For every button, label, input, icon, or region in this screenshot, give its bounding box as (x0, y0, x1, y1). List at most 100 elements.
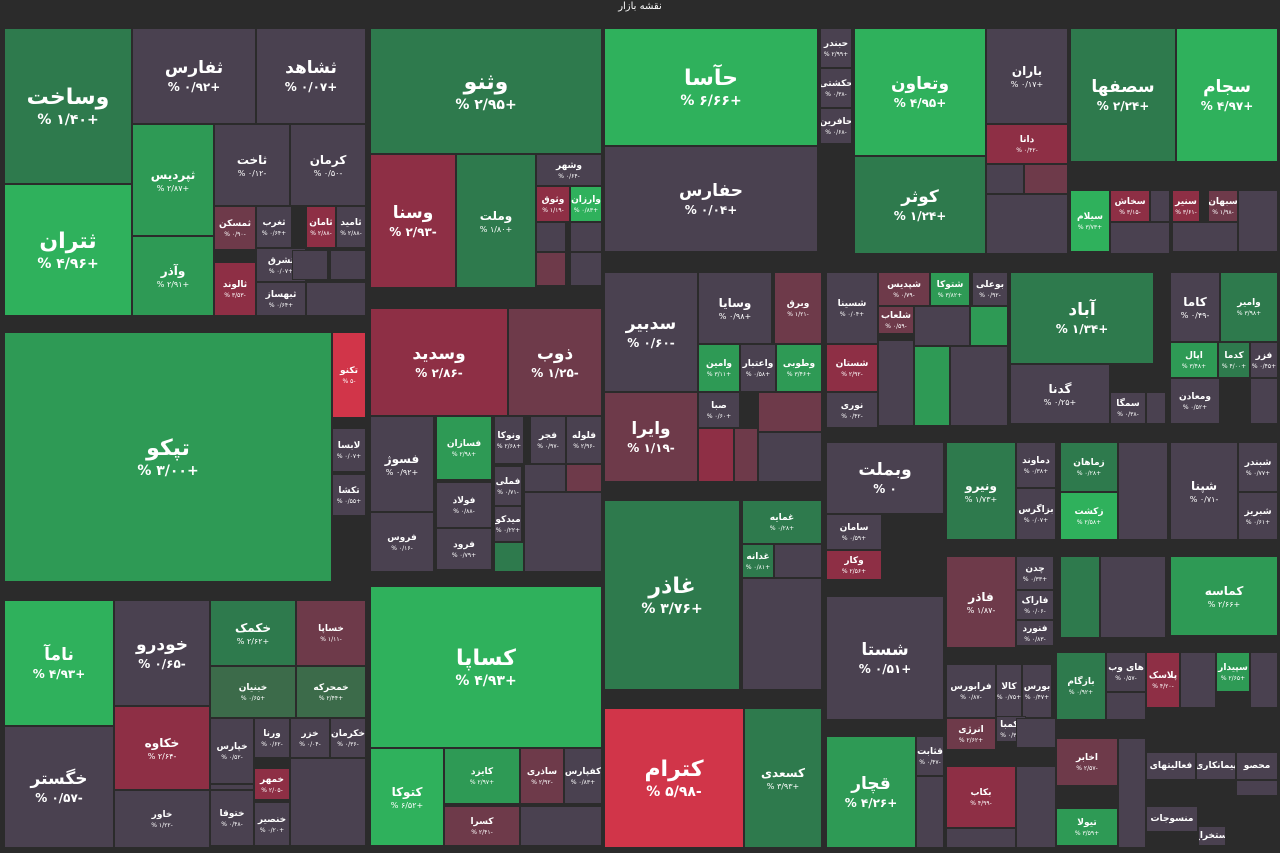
stock-tile[interactable]: ثتران +۴/۹۶ % (4, 184, 132, 316)
stock-tile[interactable]: کوثر +۱/۲۴ % (854, 156, 986, 254)
minor-stock-tile[interactable] (1150, 190, 1170, 222)
minor-stock-tile[interactable] (914, 346, 950, 426)
stock-tile[interactable]: وسنا -۲/۹۳ % (370, 154, 456, 288)
minor-stock-tile[interactable] (1180, 652, 1216, 708)
stock-tile[interactable]: فلوله -۲/۹۶ % (566, 416, 602, 464)
stock-tile[interactable]: وثوق -۱/۱۹ % (536, 186, 570, 222)
stock-tile[interactable]: وثنو +۲/۹۵ % (370, 28, 602, 154)
stock-tile[interactable]: زکشت +۲/۵۸ % (1060, 492, 1118, 540)
stock-tile[interactable]: اپال +۳/۴۸ % (1170, 342, 1218, 378)
minor-stock-tile[interactable] (1016, 718, 1056, 748)
stock-tile[interactable]: شپدیس -۰/۷۹ % (878, 272, 930, 306)
stock-tile[interactable]: بازگام +۰/۹۲ % (1056, 652, 1106, 720)
stock-tile[interactable]: تیولا +۳/۵۹ % (1056, 808, 1118, 846)
stock-tile[interactable]: وشهر -۰/۶۴ % (536, 154, 602, 186)
stock-tile[interactable]: شتوکا +۳/۸۲ % (930, 272, 970, 306)
stock-tile[interactable]: ثاخت -۰/۱۲ % (214, 124, 290, 206)
stock-tile[interactable]: وامیر +۳/۹۸ % (1220, 272, 1278, 342)
stock-tile[interactable]: بوعلی -۰/۹۲ % (972, 272, 1008, 306)
stock-tile[interactable]: سدبیر -۰/۶۰ % (604, 272, 698, 392)
stock-tile[interactable]: سنیر -۳/۶۱ % (1172, 190, 1200, 222)
stock-tile[interactable]: استخراج (1198, 826, 1226, 846)
stock-tile[interactable]: شستان -۲/۹۲ % (826, 344, 878, 392)
minor-stock-tile[interactable] (970, 306, 1008, 346)
stock-tile[interactable]: ختوقا -۰/۴۸ % (210, 790, 254, 846)
stock-tile[interactable]: ورنا -۰/۶۲ % (254, 718, 290, 758)
minor-stock-tile[interactable] (536, 222, 566, 252)
stock-tile[interactable]: سخاش -۳/۱۵ % (1110, 190, 1150, 222)
minor-stock-tile[interactable] (494, 542, 524, 572)
stock-tile[interactable]: واعتبار +۰/۵۸ % (740, 344, 776, 392)
stock-tile[interactable]: قچار +۴/۲۶ % (826, 736, 916, 848)
minor-stock-tile[interactable] (758, 392, 822, 432)
stock-tile[interactable]: های وب -۰/۵۷ % (1106, 652, 1146, 692)
minor-stock-tile[interactable] (570, 252, 602, 286)
minor-stock-tile[interactable] (1118, 738, 1146, 848)
stock-tile[interactable]: فملی -۰/۷۱ % (494, 466, 522, 506)
stock-tile[interactable]: وملت +۱/۸۰ % (456, 154, 536, 288)
stock-tile[interactable]: فجر -۰/۹۷ % (530, 416, 566, 464)
stock-tile[interactable]: قثابت -۰/۴۷ % (916, 736, 944, 776)
stock-tile[interactable]: ثپردیس +۲/۸۷ % (132, 124, 214, 236)
minor-stock-tile[interactable] (520, 806, 602, 846)
stock-tile[interactable]: گدنا +۰/۲۵ % (1010, 364, 1110, 424)
stock-tile[interactable]: سمگا -۰/۳۸ % (1110, 392, 1146, 424)
stock-tile[interactable]: کترام -۵/۹۸ % (604, 708, 744, 848)
minor-stock-tile[interactable] (210, 784, 254, 790)
stock-tile[interactable]: وسایا +۰/۹۸ % (698, 272, 772, 344)
stock-tile[interactable]: سیلام +۳/۷۳ % (1070, 190, 1110, 252)
stock-tile[interactable]: فنورد -۰/۸۳ % (1016, 620, 1054, 646)
stock-tile[interactable]: حآسا +۶/۶۶ % (604, 28, 818, 146)
stock-tile[interactable]: وایرا -۱/۱۹ % (604, 392, 698, 482)
stock-tile[interactable]: کتوکا +۶/۵۲ % (370, 748, 444, 846)
stock-tile[interactable]: فزر +۰/۴۵ % (1250, 342, 1278, 378)
stock-tile[interactable]: سصفها +۲/۲۴ % (1070, 28, 1176, 162)
stock-tile[interactable]: آباد +۱/۳۴ % (1010, 272, 1154, 364)
minor-stock-tile[interactable] (698, 428, 734, 482)
stock-tile[interactable]: وبرق -۱/۲۱ % (774, 272, 822, 344)
stock-tile[interactable]: وآذر +۲/۹۱ % (132, 236, 214, 316)
minor-stock-tile[interactable] (758, 432, 822, 482)
stock-tile[interactable]: حبندر +۲/۹۹ % (820, 28, 852, 68)
stock-tile[interactable]: منسوجات (1146, 806, 1198, 832)
stock-tile[interactable]: خمهر -۲/۰۵ % (254, 768, 290, 800)
stock-tile[interactable]: باران +۰/۱۷ % (986, 28, 1068, 124)
stock-tile[interactable]: دانا -۰/۴۲ % (986, 124, 1068, 164)
stock-tile[interactable]: خکرمان -۰/۳۶ % (330, 718, 366, 758)
stock-tile[interactable]: محصو (1236, 752, 1278, 780)
stock-tile[interactable]: کرمان -۰/۵۰ % (290, 124, 366, 206)
minor-stock-tile[interactable] (1118, 442, 1168, 540)
stock-tile[interactable]: وطوبی +۳/۴۶ % (776, 344, 822, 392)
stock-tile[interactable]: چدن +۰/۳۳ % (1016, 556, 1054, 590)
minor-stock-tile[interactable] (878, 340, 914, 426)
stock-tile[interactable]: فاذر -۱/۸۷ % (946, 556, 1016, 648)
stock-tile[interactable]: فروس -۰/۱۶ % (370, 512, 434, 572)
minor-stock-tile[interactable] (1060, 556, 1100, 638)
minor-stock-tile[interactable] (1238, 190, 1278, 252)
stock-tile[interactable]: ثبهساز +۰/۶۴ % (256, 282, 306, 316)
stock-tile[interactable]: ثامید -۲/۸۸ % (336, 206, 366, 248)
stock-tile[interactable]: تپکو +۳/۰۰ % (4, 332, 332, 582)
stock-tile[interactable]: خساپا -۱/۱۱ % (296, 600, 366, 666)
minor-stock-tile[interactable] (536, 252, 566, 286)
stock-tile[interactable]: غدانه +۰/۸۱ % (742, 544, 774, 578)
stock-tile[interactable]: ثامان -۲/۸۸ % (306, 206, 336, 248)
stock-tile[interactable]: نوری -۰/۴۲ % (826, 392, 878, 428)
stock-tile[interactable]: فسوژ +۰/۹۲ % (370, 416, 434, 512)
minor-stock-tile[interactable] (330, 250, 366, 280)
stock-tile[interactable]: کسرا -۲/۴۱ % (444, 806, 520, 846)
stock-tile[interactable]: فولاد -۰/۸۸ % (436, 482, 492, 528)
stock-tile[interactable]: سبهان -۱/۹۸ % (1208, 190, 1238, 222)
minor-stock-tile[interactable] (734, 428, 758, 482)
stock-tile[interactable]: وسدید -۲/۸۶ % (370, 308, 508, 416)
minor-stock-tile[interactable] (524, 492, 602, 572)
stock-tile[interactable]: سامان +۰/۵۹ % (826, 514, 882, 550)
stock-tile[interactable]: خمحرکه +۲/۴۴ % (296, 666, 366, 718)
stock-tile[interactable]: حفارس +۰/۰۴ % (604, 146, 818, 252)
stock-tile[interactable]: خبنیان +۰/۶۵ % (210, 666, 296, 718)
stock-tile[interactable]: خکاوه -۲/۶۴ % (114, 706, 210, 790)
minor-stock-tile[interactable] (566, 464, 602, 492)
stock-tile[interactable]: شبندر +۰/۷۷ % (1238, 442, 1278, 492)
stock-tile[interactable]: وارزان +۰/۸۳ % (570, 186, 602, 222)
minor-stock-tile[interactable] (1172, 222, 1238, 252)
